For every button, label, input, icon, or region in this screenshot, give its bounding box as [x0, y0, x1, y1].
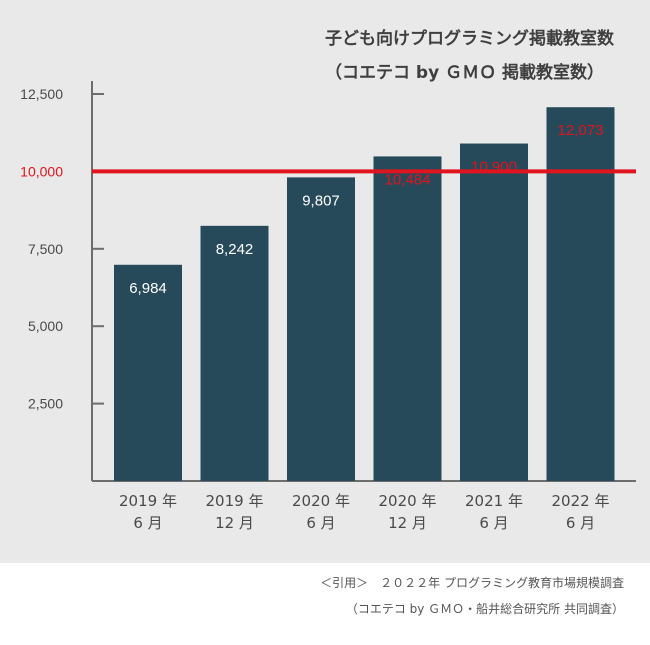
x-tick-label: 6 月	[566, 514, 595, 532]
x-tick-label: 12 月	[388, 514, 427, 532]
x-tick-label: 2020 年	[292, 492, 350, 510]
citation-line-1: ＜引用＞ ２０２２年 プログラミング教育市場規模調査	[320, 576, 624, 590]
bar	[114, 264, 182, 481]
bar	[460, 143, 528, 481]
x-tick-label: 2019 年	[206, 492, 264, 510]
bar-chart: 2,500 5,000 7,500 10,000 12,500 6,984 8,242 9,8…	[20, 81, 636, 532]
y-tick-label: 10,000	[20, 163, 63, 179]
x-tick-label: 6 月	[306, 514, 335, 532]
y-tick-label: 7,500	[28, 241, 63, 257]
bar	[287, 177, 355, 481]
chart-title: 子ども向けプログラミング掲載教室数	[325, 29, 614, 49]
bar	[200, 225, 269, 481]
y-tick-label: 12,500	[20, 86, 63, 102]
data-label: 6,984	[129, 280, 167, 297]
data-label: 8,242	[216, 241, 254, 258]
y-tick-label: 5,000	[28, 318, 63, 334]
bar	[546, 107, 615, 482]
x-tick-label: 6 月	[133, 514, 162, 532]
chart-subtitle: （コエテコ by ＧＭＯ 掲載教室数）	[324, 63, 604, 83]
x-tick-label: 2021 年	[465, 492, 523, 510]
data-label: 9,807	[302, 192, 340, 209]
bar	[373, 156, 442, 482]
x-tick-label: 2022 年	[552, 492, 610, 510]
x-tick-label: 2020 年	[379, 492, 437, 510]
x-tick-label: 2019 年	[119, 492, 177, 510]
y-tick-label: 2,500	[28, 396, 63, 412]
data-label: 10,900	[471, 159, 517, 176]
x-tick-label: 12 月	[215, 514, 254, 532]
citation-line-2: （コエテコ by ＧＭＯ・船井総合研究所 共同調査）	[345, 602, 624, 616]
x-tick-label: 6 月	[479, 514, 508, 532]
data-label: 10,484	[385, 171, 431, 188]
data-label: 12,073	[558, 122, 604, 139]
